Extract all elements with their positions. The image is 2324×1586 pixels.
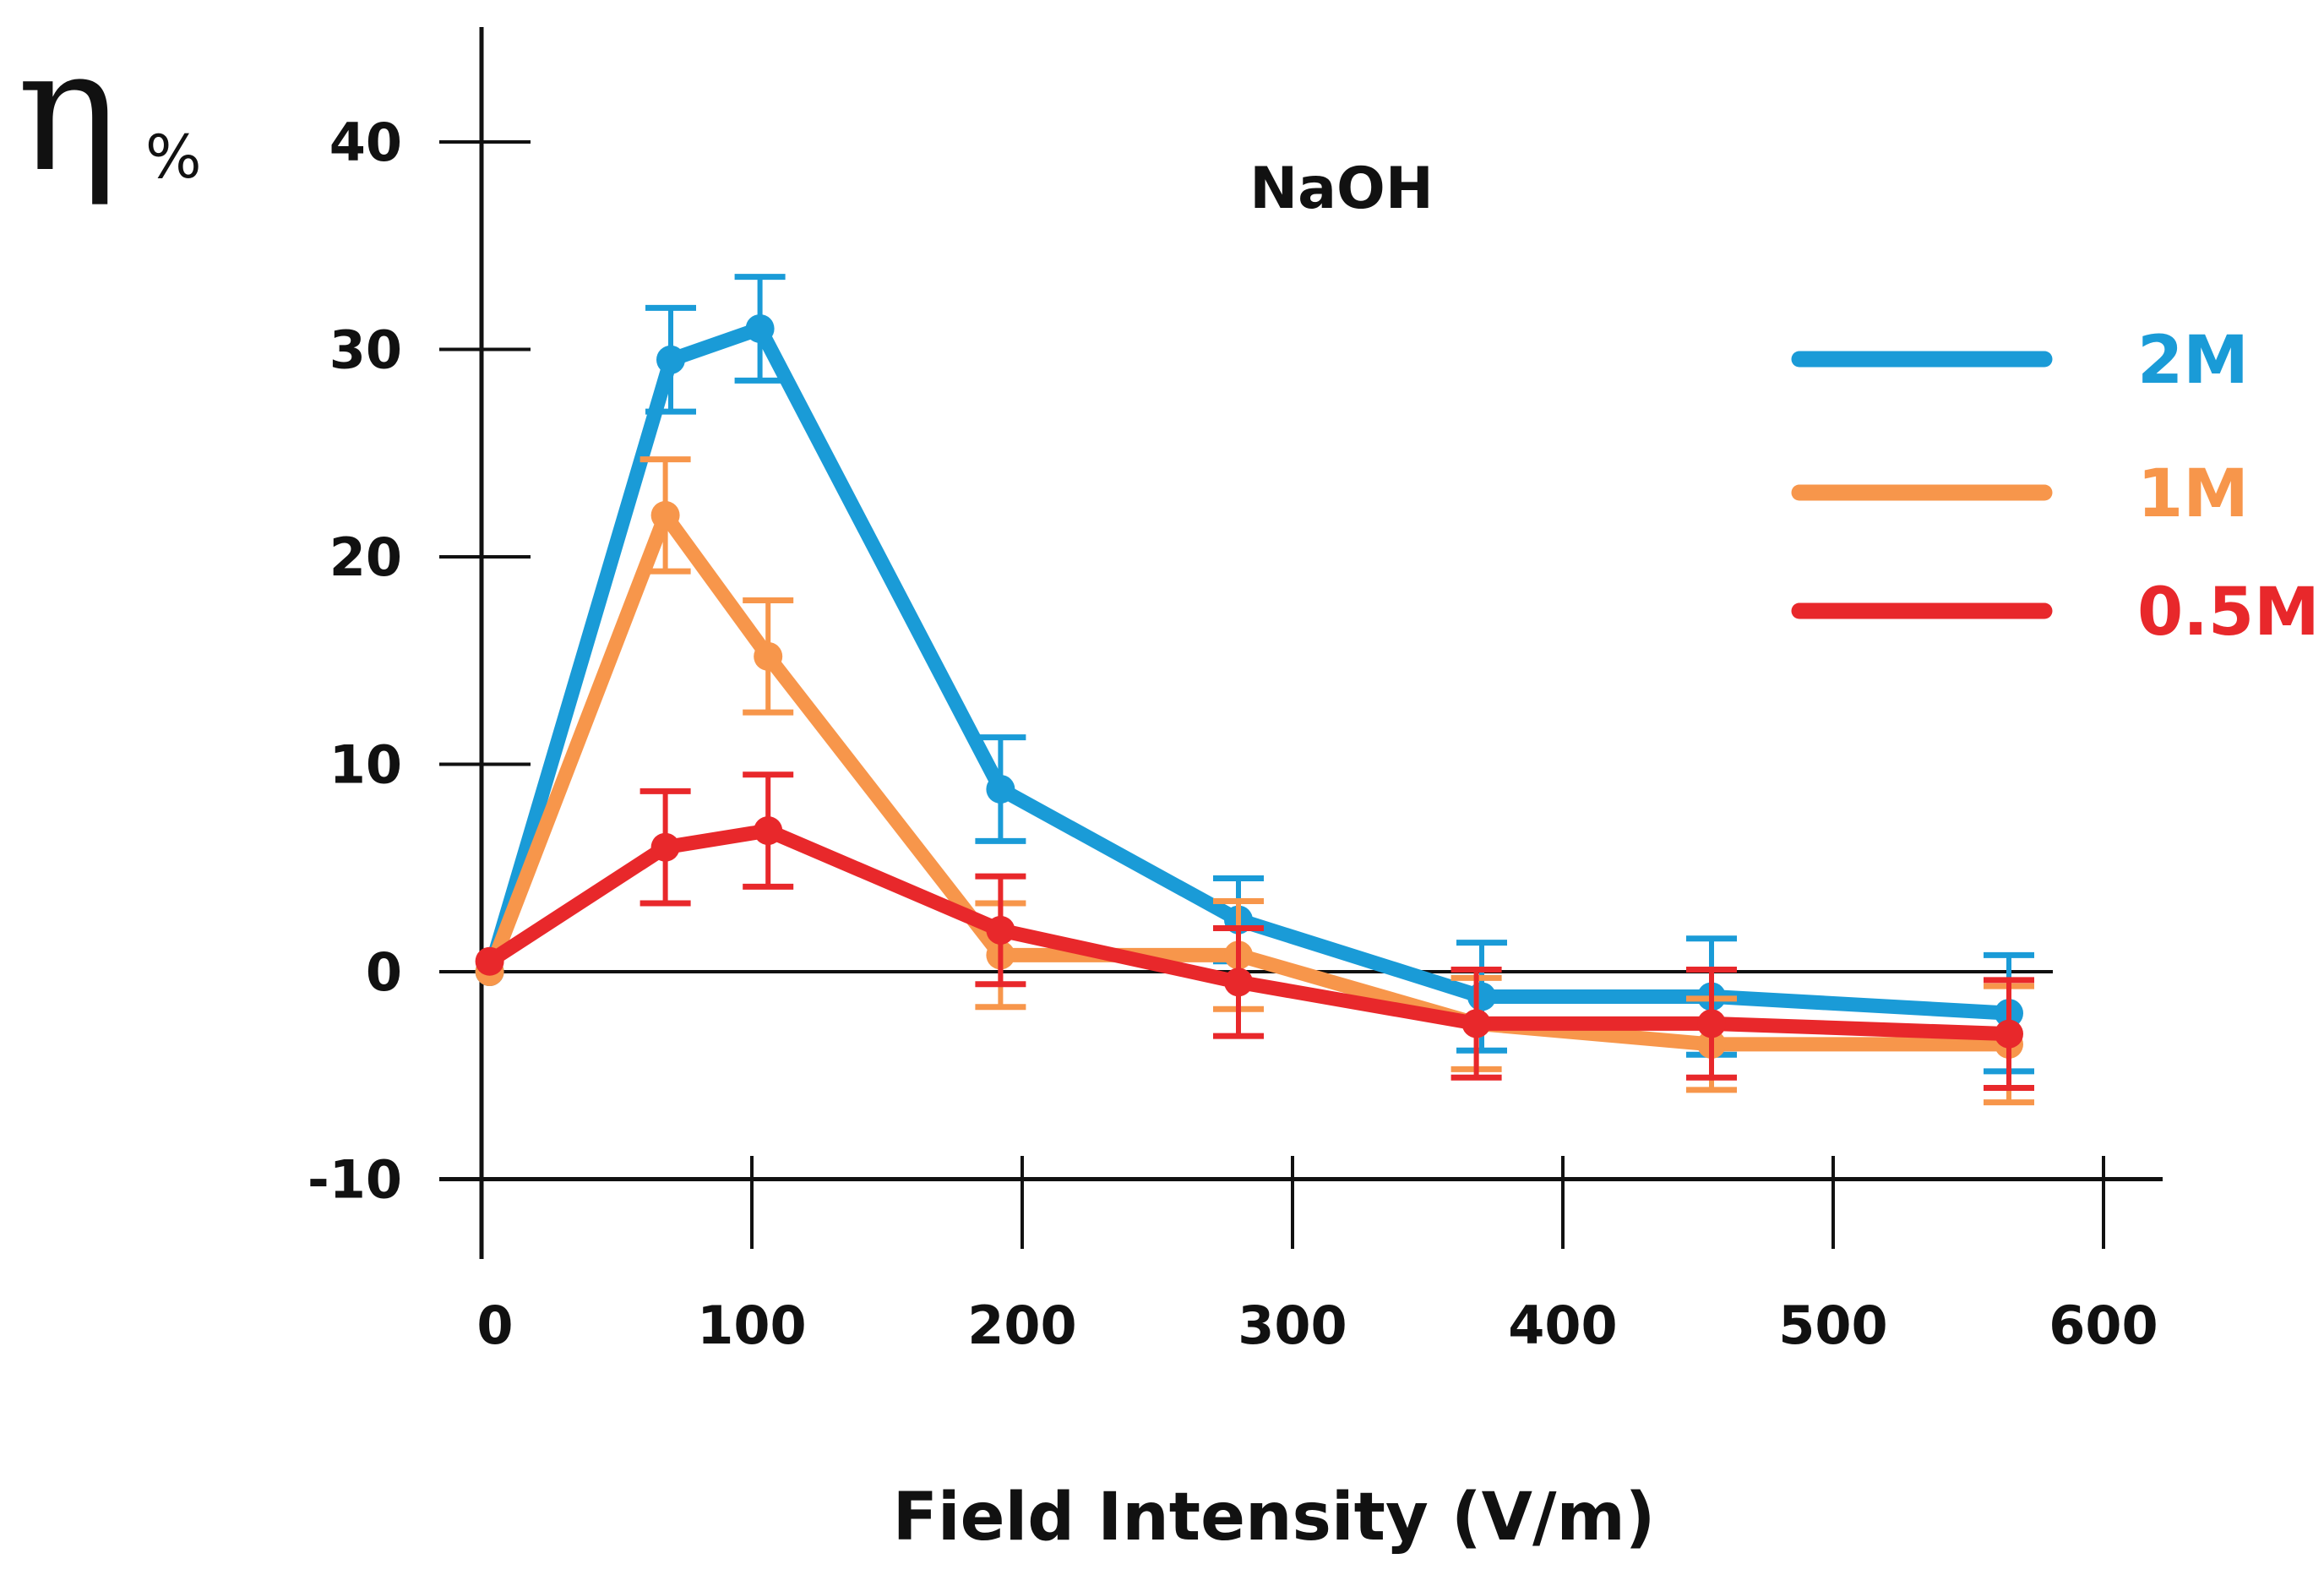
data-point bbox=[986, 915, 1015, 945]
series-layer bbox=[475, 274, 2034, 1106]
y-axis-symbol: η bbox=[17, 13, 118, 210]
data-point bbox=[754, 641, 783, 671]
y-tick-label: 40 bbox=[329, 112, 402, 173]
x-tick-label: 400 bbox=[1508, 1294, 1617, 1356]
y-axis-unit: % bbox=[145, 123, 202, 192]
series-line bbox=[482, 823, 2016, 1042]
y-tick-label: 20 bbox=[329, 526, 402, 588]
data-point bbox=[1224, 967, 1253, 997]
data-point bbox=[1995, 1019, 2023, 1049]
x-tick-label: 0 bbox=[476, 1294, 513, 1356]
y-tick-label: 0 bbox=[366, 941, 402, 1003]
x-tick-label: 100 bbox=[697, 1294, 806, 1356]
series-line bbox=[482, 321, 2016, 1021]
data-point bbox=[650, 832, 680, 862]
data-point bbox=[754, 816, 783, 846]
legend-label: 2M bbox=[2137, 323, 2249, 399]
series-0.5M bbox=[475, 771, 2034, 1091]
data-point bbox=[475, 946, 504, 976]
series-line bbox=[482, 508, 2016, 1052]
y-tick-label: 30 bbox=[329, 319, 402, 381]
x-axis-title: Field Intensity (V/m) bbox=[893, 1480, 1656, 1556]
legend-label: 0.5M bbox=[2137, 575, 2320, 651]
data-point bbox=[656, 345, 685, 374]
series-2M bbox=[475, 274, 2034, 1075]
y-tick-label: 10 bbox=[329, 734, 402, 796]
x-tick-label: 500 bbox=[1778, 1294, 1887, 1356]
data-point bbox=[745, 313, 775, 343]
x-tick-label: 300 bbox=[1238, 1294, 1347, 1356]
x-tick-label: 200 bbox=[967, 1294, 1076, 1356]
y-tick-label: -10 bbox=[308, 1149, 402, 1211]
legend-label: 1M bbox=[2137, 456, 2249, 532]
chart-title: NaOH bbox=[1249, 155, 1434, 222]
x-tick-label: 600 bbox=[2049, 1294, 2158, 1356]
data-point bbox=[1461, 1009, 1491, 1038]
data-point bbox=[1697, 1009, 1726, 1038]
legend: 2M 1M 0.5M bbox=[1791, 323, 2320, 651]
data-point bbox=[986, 774, 1015, 804]
data-point bbox=[650, 500, 680, 530]
data-point bbox=[1467, 982, 1496, 1011]
